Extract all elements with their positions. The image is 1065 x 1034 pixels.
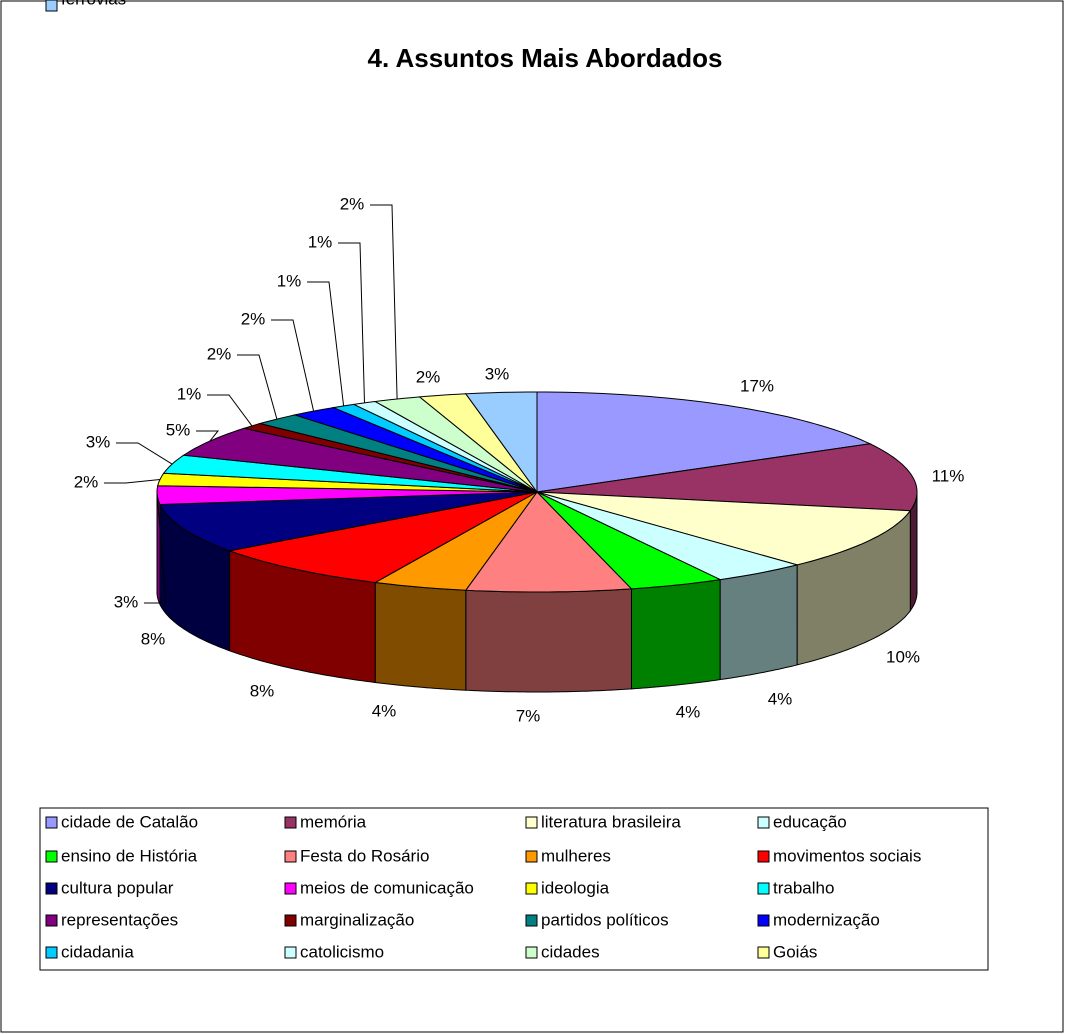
legend-swatch (45, 0, 58, 12)
legend-swatch (284, 946, 297, 959)
pie-tops (156, 391, 918, 593)
legend-box (39, 807, 989, 971)
pie-side (719, 564, 798, 681)
legend-swatch (757, 882, 770, 895)
leader-line (338, 242, 365, 403)
legend-swatch (525, 914, 538, 927)
legend-label: Goiás (773, 942, 817, 961)
pie-slice (536, 491, 912, 566)
legend-label: Festa do Rosário (300, 846, 429, 865)
data-label: 4% (768, 689, 793, 708)
pie-slice (227, 491, 538, 584)
leader-line (144, 495, 167, 604)
legend-label: ideologia (541, 878, 610, 897)
legend-swatch (525, 882, 538, 895)
legend-label: educação (773, 812, 847, 831)
legend-label: trabalho (773, 878, 834, 897)
pie-slice (464, 391, 538, 494)
legend-swatch (45, 850, 58, 863)
legend-swatch (525, 946, 538, 959)
pie-slice (418, 393, 538, 493)
data-label: 2% (416, 367, 441, 386)
legend-label: cidades (541, 942, 600, 961)
legend-label: cidadania (61, 942, 134, 961)
data-label: 10% (886, 647, 920, 666)
pie-slice (159, 491, 538, 552)
legend-swatch (284, 816, 297, 829)
data-label: 4% (372, 701, 397, 720)
legend-label: memória (300, 812, 367, 831)
data-label: 1% (177, 384, 202, 403)
data-label: 7% (516, 706, 541, 725)
legend-label: modernização (773, 910, 880, 929)
leader-line (370, 204, 398, 400)
pie-side (465, 588, 632, 693)
data-label: 4% (676, 702, 701, 721)
legend-label: cultura popular (61, 878, 174, 897)
pie-slice (536, 391, 872, 493)
pie-slice (373, 491, 538, 591)
legend-label: literatura brasileira (541, 812, 681, 831)
legend-swatch (45, 914, 58, 927)
legend-swatch (45, 816, 58, 829)
data-label: 1% (308, 232, 333, 251)
legend-swatch (525, 850, 538, 863)
legend-swatch (757, 946, 770, 959)
legend-swatch (757, 816, 770, 829)
data-label: 11% (932, 466, 965, 485)
legend-label: cidade de Catalão (61, 812, 198, 831)
data-label: 3% (114, 592, 139, 611)
pie-sides (156, 492, 918, 693)
chart-title: 4. Assuntos Mais Abordados (368, 43, 723, 73)
legend-swatch (45, 882, 58, 895)
legend-label: ferrovias (61, 0, 126, 8)
leader-line (207, 394, 253, 427)
data-label: 8% (250, 681, 275, 700)
data-label: 2% (207, 344, 232, 363)
data-label: 8% (141, 629, 166, 648)
leader-line (307, 281, 345, 406)
legend-swatch (525, 816, 538, 829)
legend-label: movimentos sociais (773, 846, 921, 865)
legend-label: ensino de História (61, 846, 198, 865)
pie-slice (536, 491, 798, 581)
legend-swatch (284, 850, 297, 863)
data-label: 3% (86, 432, 111, 451)
legend-swatch (284, 914, 297, 927)
legend-swatch (45, 946, 58, 959)
leader-line (104, 479, 161, 484)
data-label: 2% (74, 472, 99, 491)
legend-swatch (757, 914, 770, 927)
legend-swatch (757, 850, 770, 863)
leader-line (196, 430, 220, 442)
pie-slice (464, 491, 633, 593)
data-label: 2% (241, 309, 266, 328)
pie-side (631, 579, 721, 690)
data-label: 5% (166, 420, 191, 439)
leader-line (116, 442, 173, 465)
legend-label: marginalização (300, 910, 414, 929)
pie-side (374, 581, 467, 691)
legend-swatch (284, 882, 297, 895)
pie-slice (536, 443, 918, 512)
data-label: 2% (340, 194, 365, 213)
data-label: 1% (277, 271, 302, 290)
legend-label: representações (61, 910, 178, 929)
legend-label: meios de comunicação (300, 878, 474, 897)
legend-label: partidos políticos (541, 910, 669, 929)
legend-label: mulheres (541, 846, 611, 865)
pie-slice (536, 491, 722, 590)
leader-line (237, 354, 278, 420)
legend-label: catolicismo (300, 942, 384, 961)
data-label: 3% (485, 364, 510, 383)
leader-line (271, 319, 315, 412)
data-label: 17% (740, 376, 774, 395)
